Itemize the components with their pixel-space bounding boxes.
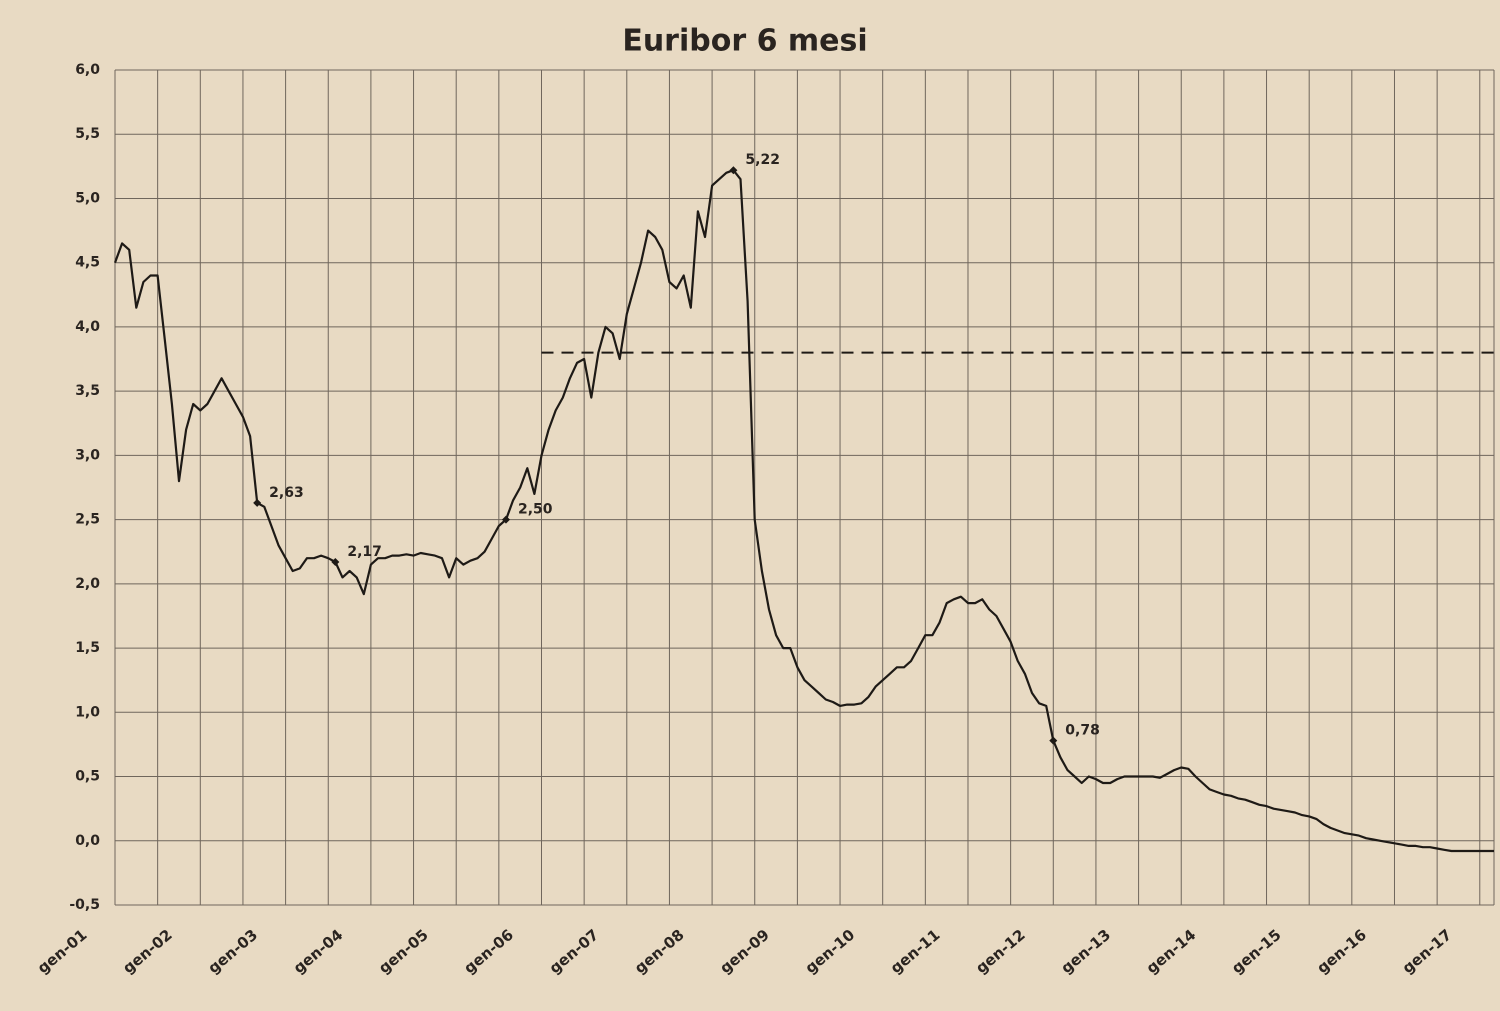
y-tick-label: -0,5 <box>69 897 100 913</box>
chart-title: Euribor 6 mesi <box>622 24 867 59</box>
data-point <box>253 498 262 507</box>
y-tick-label: 1,0 <box>75 704 100 720</box>
data-label: 5,22 <box>745 152 780 168</box>
data-line <box>113 169 1494 853</box>
data-label: 2,17 <box>347 544 382 560</box>
data-label: 0,78 <box>1065 723 1100 739</box>
data-point <box>501 515 510 524</box>
y-tick-label: 3,0 <box>75 447 100 463</box>
y-tick-label: 4,0 <box>75 319 100 335</box>
data-label: 2,63 <box>269 485 304 501</box>
data-point <box>331 558 340 567</box>
data-point <box>1049 736 1058 745</box>
y-tick-label: 3,5 <box>75 383 100 399</box>
y-tick-label: 1,5 <box>75 640 100 656</box>
y-tick-label: 6,0 <box>75 62 100 78</box>
y-tick-label: 0,0 <box>75 833 100 849</box>
y-tick-label: 4,5 <box>75 255 100 271</box>
y-tick-label: 5,0 <box>75 190 100 206</box>
y-tick-label: 2,5 <box>75 512 100 528</box>
y-tick-label: 5,5 <box>75 126 100 142</box>
y-tick-label: 2,0 <box>75 576 100 592</box>
y-tick-label: 0,5 <box>75 769 100 785</box>
data-label: 2,50 <box>518 502 553 518</box>
data-point <box>729 166 738 175</box>
